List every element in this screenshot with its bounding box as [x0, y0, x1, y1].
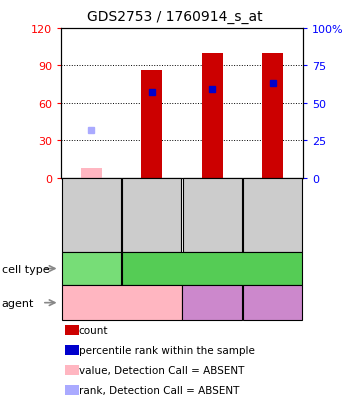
Text: suspension
cells: suspension cells [64, 258, 119, 280]
Text: GSM143161: GSM143161 [267, 186, 278, 244]
Text: value, Detection Call = ABSENT: value, Detection Call = ABSENT [79, 365, 244, 375]
Text: GSM143159: GSM143159 [147, 186, 157, 244]
Bar [81, 169, 102, 178]
Bar [202, 54, 223, 178]
Text: untreated: untreated [98, 298, 146, 308]
Text: 7-hydroxyin
dole: 7-hydroxyin dole [183, 292, 241, 314]
Text: GSM143158: GSM143158 [86, 186, 97, 244]
Text: rank, Detection Call = ABSENT: rank, Detection Call = ABSENT [79, 385, 239, 395]
Text: agent: agent [2, 298, 34, 308]
Text: satin (indol
e-2,3-dione): satin (indol e-2,3-dione) [243, 292, 302, 314]
Bar [141, 71, 162, 178]
Text: count: count [79, 325, 108, 335]
Text: GDS2753 / 1760914_s_at: GDS2753 / 1760914_s_at [87, 10, 263, 24]
Text: GSM143160: GSM143160 [207, 186, 217, 244]
Bar [262, 54, 283, 178]
Text: biofilm cells: biofilm cells [183, 264, 242, 274]
Text: percentile rank within the sample: percentile rank within the sample [79, 345, 255, 355]
Text: cell type: cell type [2, 264, 49, 274]
